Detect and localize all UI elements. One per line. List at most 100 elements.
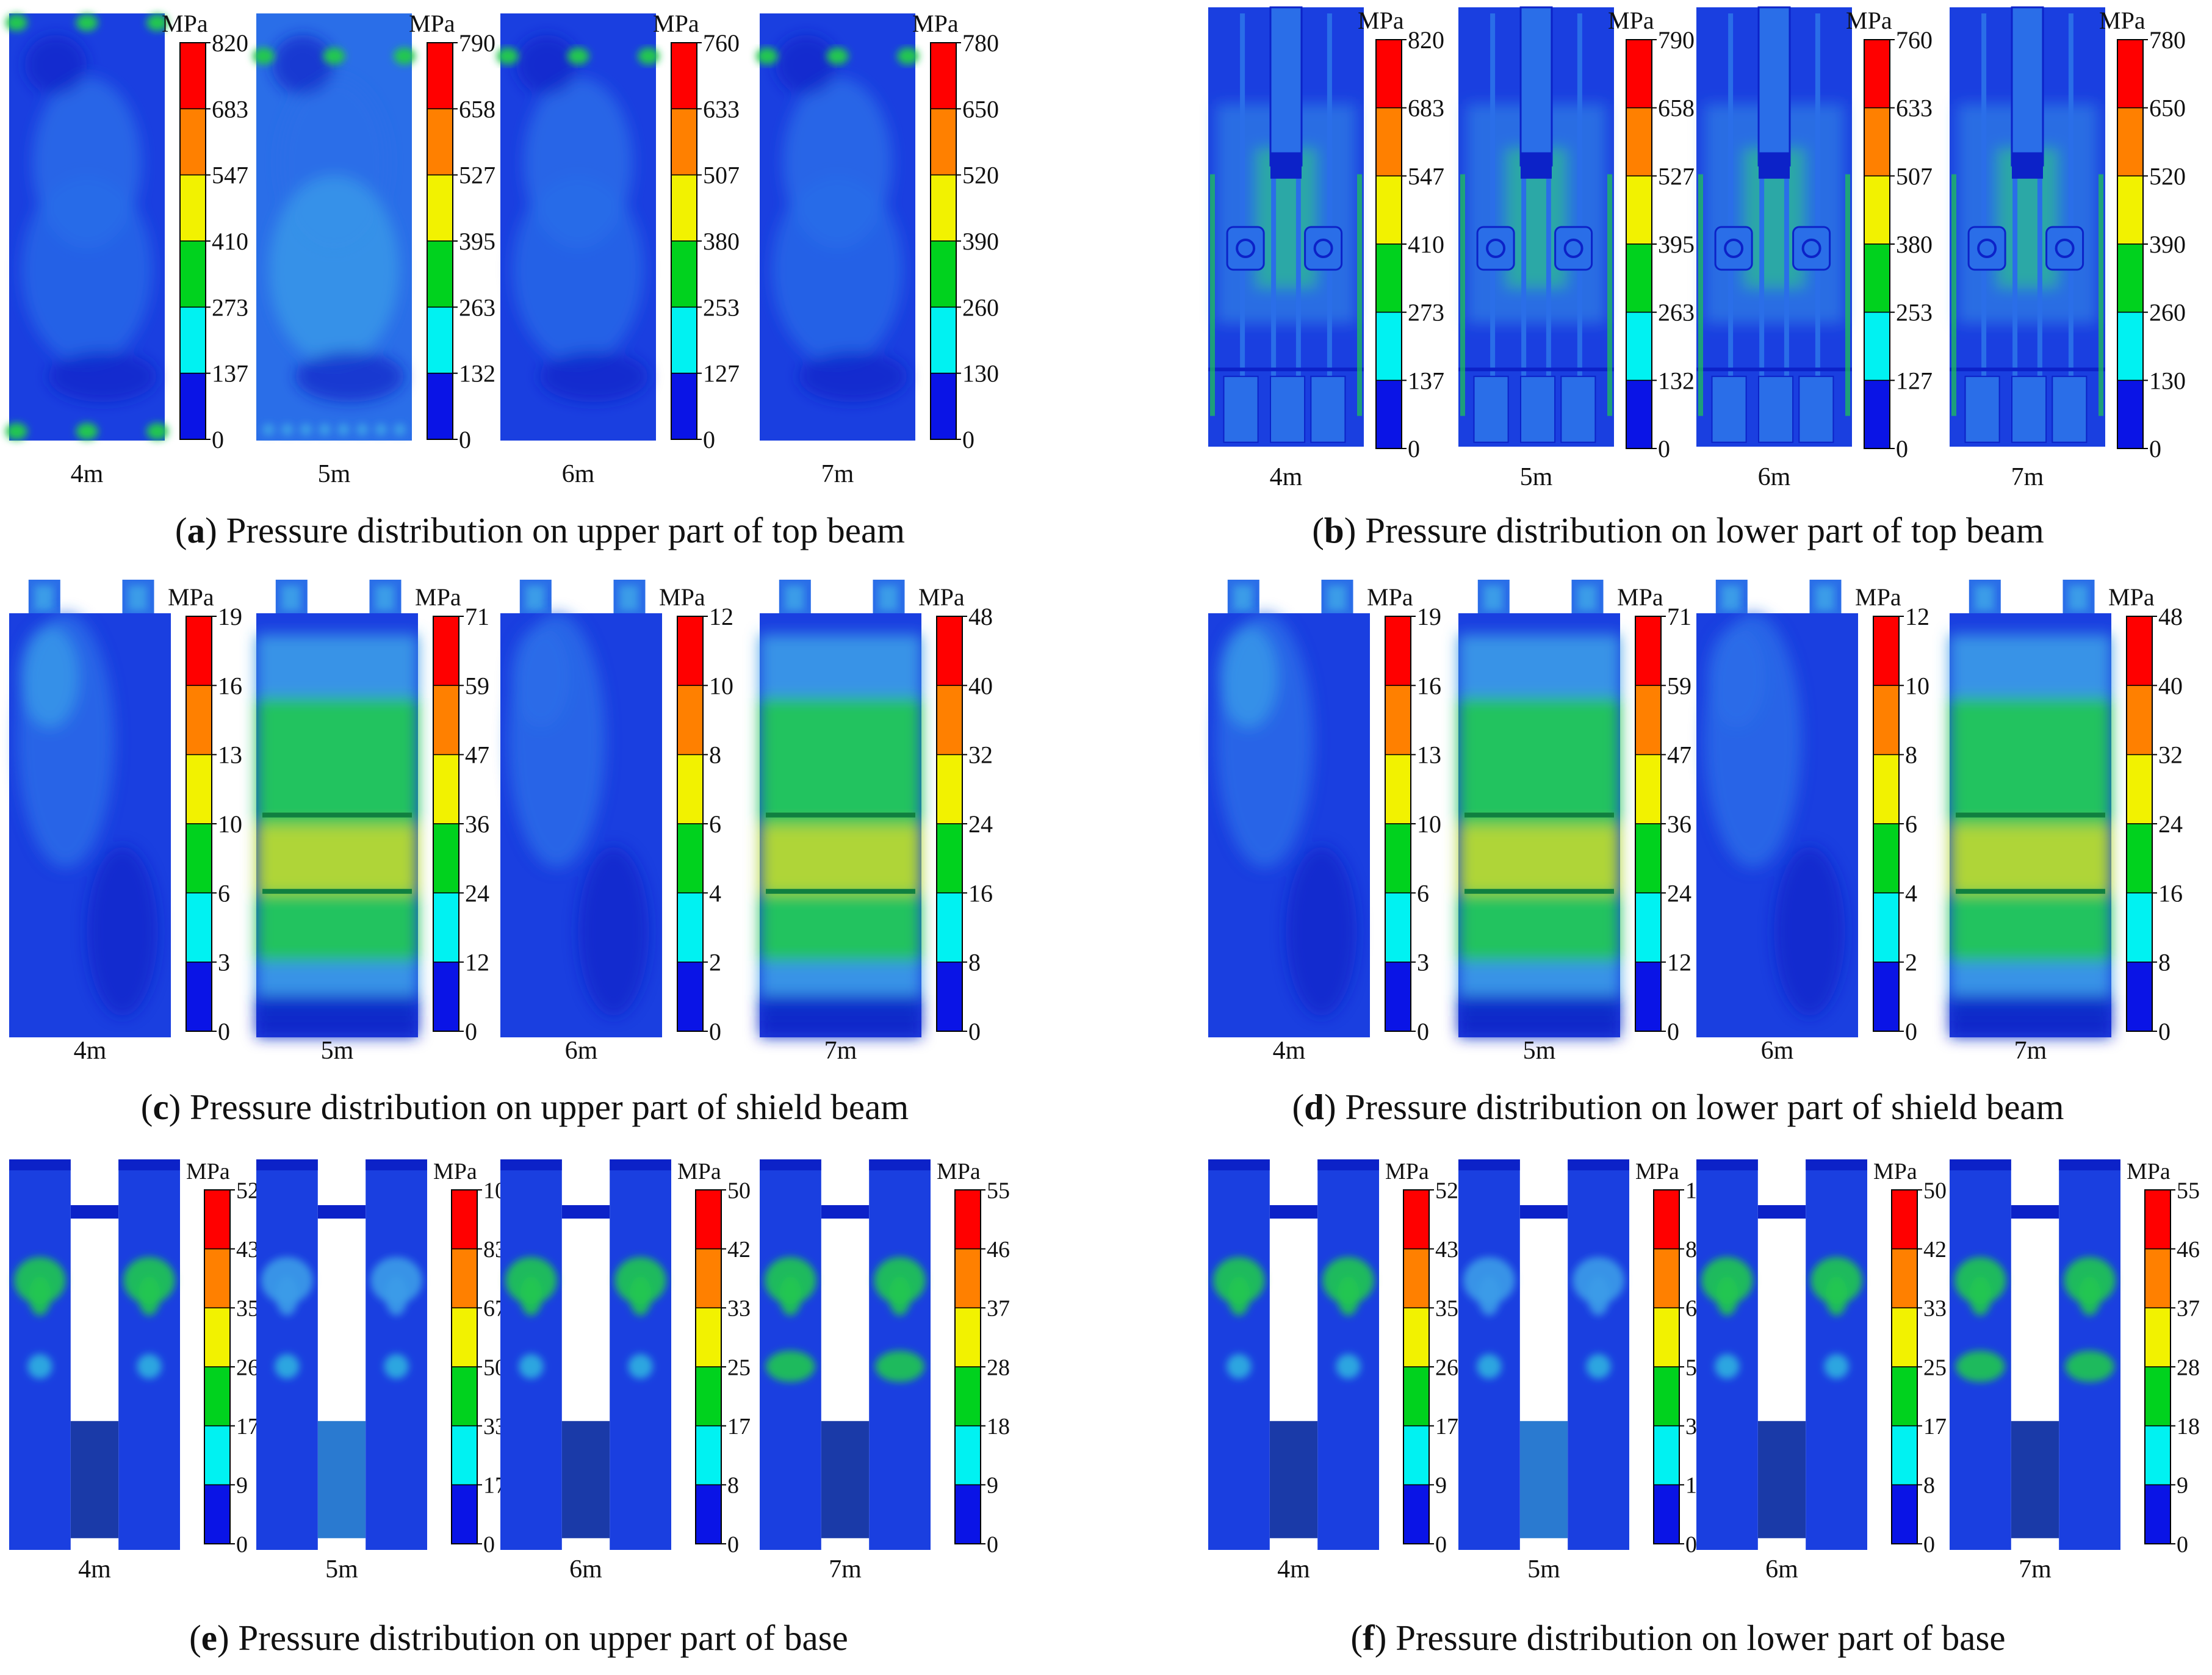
column-cap [1317,1159,1379,1170]
tongue [1757,6,1791,167]
top-lug-field [128,586,147,610]
colorbar-segment [1375,380,1402,449]
rib [2037,13,2042,441]
unit-label: MPa [912,10,959,37]
plot-a-4m: 4m 820 683 547 410 273 137 0 MPa [5,10,248,488]
field-blob [760,995,921,1037]
colorbar-segment [2126,892,2153,963]
column-field [14,1257,66,1379]
unit-label: MPa [677,1159,721,1184]
colorbar-segment [427,306,453,374]
colorbar-tick-label: 0 [465,1018,477,1045]
field-blob [1956,1350,2005,1382]
colorbar-segment [671,174,697,242]
colorbar-tick-label: 16 [968,879,993,907]
plot-e-4m: 4m 52 43 35 26 17 9 0 MPa [9,1159,259,1583]
colorbar-tick-label: 71 [1667,603,1691,630]
plot-e-5m: 5m10083675033170MPa [256,1159,518,1583]
hotspot [146,14,168,31]
colorbar-tick-label: 820 [212,29,248,57]
panel-e: 4m524335261790MPa5m10083675033170MPa6m50… [9,1159,1010,1583]
colorbar-segment [433,823,459,894]
hotspot [76,14,98,31]
colorbar-tick-label: 547 [212,162,248,189]
colorbar-segment [1653,1189,1680,1250]
colorbar-tick-label: 0 [1417,1018,1429,1045]
base-pan [821,1421,870,1538]
colorbar-tick-label: 0 [727,1532,739,1557]
unit-label: MPa [1635,1159,1679,1184]
bridge [70,1205,119,1219]
height-label: 4m [78,1555,111,1583]
rib [1546,13,1551,441]
height-label: 7m [2019,1555,2052,1583]
colorbar-segment [2117,311,2144,381]
block [1758,375,1794,443]
block [1798,375,1834,443]
edge-strip [1607,174,1612,416]
colorbar-segment [427,240,453,308]
colorbar-segment [179,240,206,308]
colorbar-tick-label: 9 [1435,1473,1447,1499]
contour-line [262,812,412,818]
colorbar-segment [954,1189,981,1250]
colorbar-segment [954,1425,981,1486]
tongue-end [1759,152,1790,179]
unit-label: MPa [1855,583,1901,611]
colorbar-tick-label: 8 [968,949,981,976]
plot-a-6m: 6m 760 633 507 380 253 127 0 MPa [497,10,740,488]
height-label: 7m [2011,463,2044,491]
hotspot [5,14,27,31]
lug-hole [1563,239,1583,258]
colorbar-tick-label: 42 [727,1237,751,1263]
lug-hole [1486,239,1506,258]
colorbar-tick-label: 0 [1923,1532,1935,1557]
hotspot [638,48,660,65]
base-pan [1757,1421,1806,1538]
field-blob [520,1277,542,1316]
field-blob [2078,1277,2101,1316]
contour-line [1956,888,2105,894]
colorbar-segment [2126,961,2153,1032]
column-cap [1806,1159,1867,1170]
plot-a-5m: 5m 790 658 527 395 263 132 0 MPa [253,10,495,488]
colorbar-tick-label: 633 [1896,95,1933,122]
field-blob [578,846,649,1017]
plate-field [1950,634,2111,1037]
colorbar-segment [204,1307,231,1367]
colorbar-segment [677,685,704,755]
colorbar-tick-label: 137 [212,360,248,387]
plate-field [256,634,418,1037]
colorbar-tick-label: 273 [212,294,248,321]
panel-c: 4m19161310630MPa5m7159473624120MPa6m1210… [9,580,993,1065]
top-lug-field [34,586,53,610]
field-blob [1715,1354,1740,1379]
colorbar-segment [936,961,963,1032]
colorbar-tick-label: 132 [459,360,495,387]
caption-f: (f) Pressure distribution on lower part … [1350,1618,2006,1658]
colorbar-tick-label: 0 [1658,435,1670,463]
unit-label: MPa [1846,7,1892,34]
base-pan [70,1421,119,1538]
colorbar-segment [186,892,212,963]
colorbar-segment [1864,243,1890,313]
plot-c-5m: 5m 71 59 47 36 24 12 0 MPa [256,580,489,1065]
colorbar-segment [179,306,206,374]
colorbar-tick-label: 137 [1408,367,1444,394]
hotspot [897,48,919,65]
colorbar-tick-label: 263 [459,294,495,321]
unit-label: MPa [168,583,214,611]
panel-d: 4m19161310630MPa5m7159473624120MPa6m1210… [1208,580,2183,1065]
colorbar-segment [451,1248,478,1309]
colorbar-tick-label: 43 [236,1237,259,1263]
lug-hole [1236,239,1256,258]
field-blob [29,1277,51,1316]
colorbar-segment [2117,243,2144,313]
contour-line [1464,888,1614,894]
caption-e: (e) Pressure distribution on upper part … [189,1618,848,1658]
colorbar-tick-label: 520 [2149,162,2186,190]
lug-hole [1313,239,1333,258]
hotspot [756,48,778,65]
colorbar-segment [204,1189,231,1250]
colorbar-tick-label: 9 [236,1473,248,1499]
